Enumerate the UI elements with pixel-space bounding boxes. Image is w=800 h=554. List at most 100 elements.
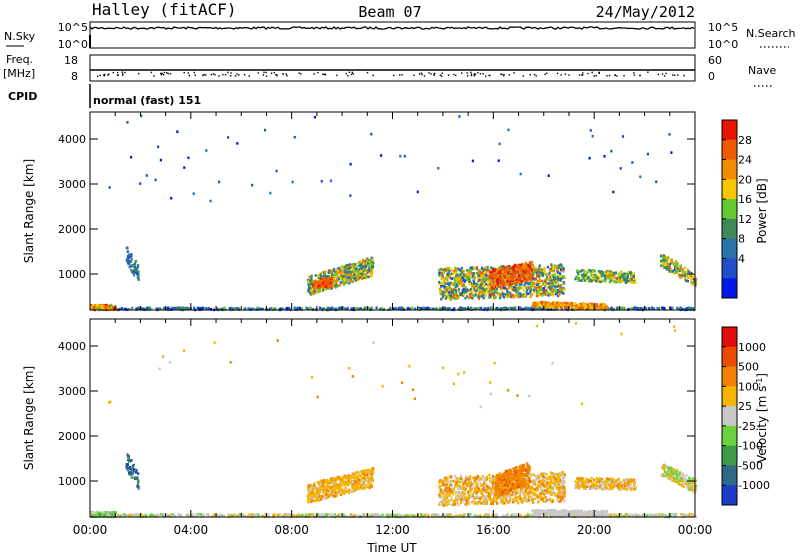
power-cell: [371, 260, 375, 263]
power-cell: [94, 303, 97, 307]
power-cell: [392, 307, 395, 310]
power-cell: [293, 135, 296, 139]
velocity-cell: [349, 479, 352, 483]
power-cell: [602, 306, 605, 309]
power-cell: [496, 282, 499, 285]
velocity-cell: [322, 482, 326, 486]
power-cell: [630, 273, 633, 277]
power-cell: [556, 280, 559, 283]
power-cell: [472, 279, 475, 283]
power-cell: [630, 277, 633, 281]
nave-point: [351, 71, 353, 74]
power-cell: [136, 306, 139, 310]
power-cell: [468, 296, 471, 299]
power-cell: [313, 288, 316, 292]
velocity-cell: [454, 514, 457, 518]
power-cell: [131, 263, 134, 267]
nave-point: [313, 73, 315, 75]
nave-point: [513, 72, 515, 74]
nsearch-tick-bottom: 10^0: [708, 38, 738, 51]
power-cell: [525, 293, 528, 296]
power-cell: [322, 274, 325, 278]
velocity-cell: [118, 514, 121, 518]
velocity-cell: [354, 476, 357, 480]
nave-point: [97, 75, 99, 77]
nave-point: [661, 73, 664, 75]
nave-point: [546, 72, 548, 74]
power-cell: [581, 305, 584, 309]
power-cell: [597, 307, 600, 311]
velocity-cell: [286, 513, 289, 516]
power-cell: [323, 273, 327, 277]
power-cell: [503, 308, 506, 311]
power-cell: [679, 264, 682, 268]
velocity-cell: [484, 513, 487, 516]
power-cell: [574, 306, 577, 309]
power-cell: [487, 285, 490, 289]
power-cell: [530, 286, 533, 289]
power-cell: [562, 292, 565, 295]
power-cell: [542, 283, 545, 286]
velocity-cell: [671, 513, 674, 516]
velocity-cell: [359, 485, 362, 488]
velocity-cell: [427, 514, 430, 517]
velocity-cell: [131, 514, 134, 517]
freq-strip: Freq. [MHz] 18 8 60 0 Nave: [3, 53, 776, 87]
power-cell: [338, 266, 341, 270]
power-cell: [110, 303, 113, 307]
power-cell: [628, 279, 632, 283]
velocity-cell: [423, 513, 426, 517]
nave-point: [593, 75, 595, 77]
power-cell: [492, 267, 495, 270]
power-cell: [630, 307, 633, 311]
nave-tick-top: 60: [708, 54, 722, 67]
velocity-cell: [217, 514, 220, 517]
velocity-cell: [310, 497, 313, 500]
velocity-cell: [609, 515, 612, 518]
power-cell: [441, 284, 444, 288]
power-cell: [269, 307, 272, 310]
nave-point: [663, 75, 666, 77]
power-cell: [501, 267, 504, 271]
velocity-cell: [125, 465, 128, 469]
velocity-cell: [369, 470, 372, 473]
power-cell: [370, 256, 373, 260]
nave-point: [163, 74, 165, 76]
velocity-cell: [137, 479, 140, 483]
velocity-cell: [137, 472, 140, 475]
power-cell: [353, 273, 356, 276]
power-cell: [656, 307, 659, 310]
power-cell: [486, 290, 489, 293]
colorbar-tick-label: 8: [738, 233, 745, 246]
power-cell: [464, 273, 467, 276]
power-cell: [130, 155, 133, 159]
power-cell: [142, 307, 145, 311]
power-cell: [506, 289, 509, 293]
velocity-cell: [450, 514, 453, 518]
velocity-cell: [250, 513, 253, 517]
power-cell: [666, 263, 669, 266]
power-cell: [595, 302, 598, 306]
velocity-cell: [320, 515, 323, 518]
power-cell: [354, 262, 357, 266]
power-cell: [472, 266, 475, 270]
power-cell: [609, 274, 612, 277]
velocity-cell: [321, 482, 324, 485]
power-cell: [547, 294, 550, 297]
power-cell: [458, 294, 461, 298]
power-cell: [602, 304, 605, 307]
power-cell: [518, 280, 521, 284]
power-cell: [490, 274, 494, 277]
velocity-cell: [101, 513, 104, 516]
power-cell: [481, 284, 484, 287]
power-cell: [527, 267, 531, 271]
power-cell: [293, 306, 296, 309]
power-cell: [604, 274, 607, 278]
velocity-cell: [311, 491, 314, 494]
power-cell: [548, 271, 551, 275]
nave-point: [218, 75, 220, 77]
power-cell: [524, 277, 528, 281]
nave-dots: [97, 71, 685, 77]
power-cell: [173, 306, 176, 310]
power-cell: [218, 180, 221, 184]
